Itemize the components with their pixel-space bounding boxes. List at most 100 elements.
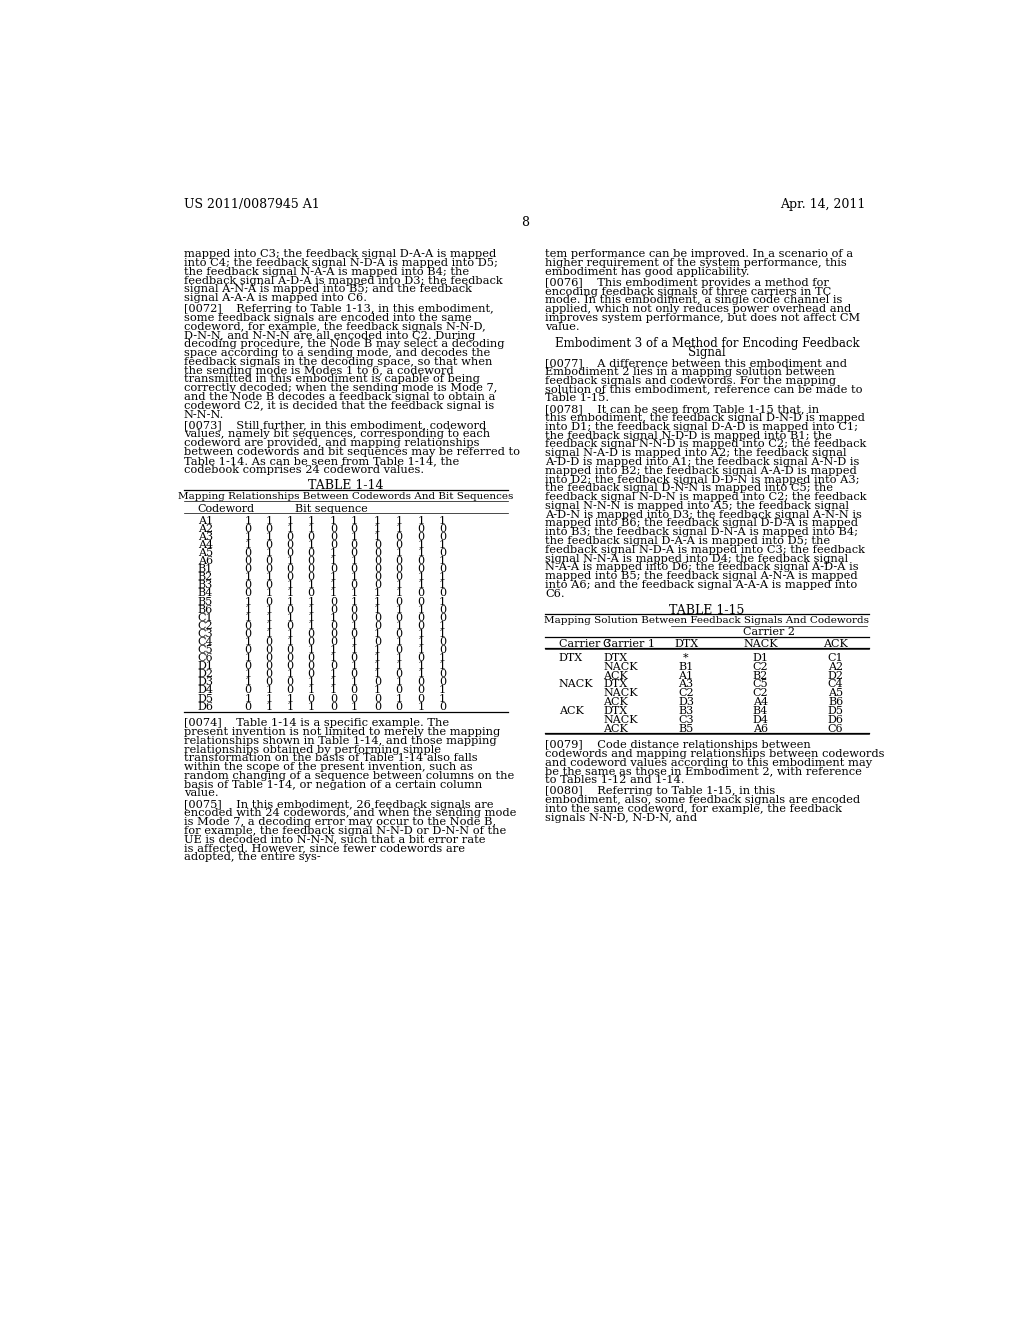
Text: 0: 0 (374, 612, 381, 623)
Text: 0: 0 (265, 597, 272, 606)
Text: 1: 1 (374, 589, 381, 598)
Text: 1: 1 (374, 645, 381, 655)
Text: 0: 0 (245, 702, 252, 711)
Text: 0: 0 (245, 564, 252, 574)
Text: 1: 1 (287, 612, 294, 623)
Text: 0: 0 (245, 581, 252, 590)
Text: 1: 1 (245, 653, 252, 663)
Text: [0077]    A difference between this embodiment and: [0077] A difference between this embodim… (545, 358, 847, 368)
Text: 0: 0 (287, 620, 294, 631)
Text: D2: D2 (827, 671, 844, 681)
Text: feedback signal N-D-N is mapped into C2; the feedback: feedback signal N-D-N is mapped into C2;… (545, 492, 866, 502)
Text: 0: 0 (374, 581, 381, 590)
Text: correctly decoded; when the sending mode is Mode 7,: correctly decoded; when the sending mode… (183, 383, 498, 393)
Text: 0: 0 (245, 628, 252, 639)
Text: into D1; the feedback signal D-A-D is mapped into C1;: into D1; the feedback signal D-A-D is ma… (545, 422, 858, 432)
Text: [0075]    In this embodiment, 26 feedback signals are: [0075] In this embodiment, 26 feedback s… (183, 800, 494, 809)
Text: 1: 1 (307, 597, 314, 606)
Text: 0: 0 (265, 661, 272, 671)
Text: 1: 1 (245, 638, 252, 647)
Text: to Tables 1-12 and 1-14.: to Tables 1-12 and 1-14. (545, 775, 684, 785)
Text: D4: D4 (198, 685, 214, 696)
Text: 1: 1 (265, 532, 272, 541)
Text: 1: 1 (351, 589, 357, 598)
Text: random changing of a sequence between columns on the: random changing of a sequence between co… (183, 771, 514, 781)
Text: B6: B6 (828, 697, 843, 708)
Text: 0: 0 (351, 653, 357, 663)
Text: 0: 0 (374, 677, 381, 688)
Text: 1: 1 (245, 597, 252, 606)
Text: B1: B1 (678, 661, 693, 672)
Text: 1: 1 (245, 693, 252, 704)
Text: 0: 0 (245, 645, 252, 655)
Text: Mapping Relationships Between Codewords And Bit Sequences: Mapping Relationships Between Codewords … (178, 492, 513, 500)
Text: Apr. 14, 2011: Apr. 14, 2011 (780, 198, 866, 211)
Text: 0: 0 (265, 677, 272, 688)
Text: D1: D1 (198, 661, 214, 671)
Text: the feedback signal D-A-A is mapped into D5; the: the feedback signal D-A-A is mapped into… (545, 536, 830, 546)
Text: feedback signal N-D-A is mapped into C3; the feedback: feedback signal N-D-A is mapped into C3;… (545, 545, 865, 554)
Text: 1: 1 (439, 620, 446, 631)
Text: 1: 1 (418, 702, 425, 711)
Text: into D2; the feedback signal D-D-N is mapped into A3;: into D2; the feedback signal D-D-N is ma… (545, 475, 859, 484)
Text: tem performance can be improved. In a scenario of a: tem performance can be improved. In a sc… (545, 249, 853, 259)
Text: C6: C6 (827, 723, 844, 734)
Text: NACK: NACK (603, 661, 638, 672)
Text: 1: 1 (287, 556, 294, 566)
Text: [0079]    Code distance relationships between: [0079] Code distance relationships betwe… (545, 741, 811, 750)
Text: Codeword: Codeword (198, 504, 255, 513)
Text: 1: 1 (439, 556, 446, 566)
Text: 0: 0 (418, 653, 425, 663)
Text: 0: 0 (307, 693, 314, 704)
Text: [0078]    It can be seen from Table 1-15 that, in: [0078] It can be seen from Table 1-15 th… (545, 404, 819, 414)
Text: 0: 0 (439, 677, 446, 688)
Text: C1: C1 (827, 653, 844, 663)
Text: into the same codeword, for example, the feedback: into the same codeword, for example, the… (545, 804, 842, 814)
Text: 0: 0 (330, 605, 337, 615)
Text: 1: 1 (265, 702, 272, 711)
Text: [0076]    This embodiment provides a method for: [0076] This embodiment provides a method… (545, 279, 828, 288)
Text: ACK: ACK (823, 639, 848, 649)
Text: 1: 1 (330, 589, 337, 598)
Text: 1: 1 (265, 605, 272, 615)
Text: 0: 0 (351, 693, 357, 704)
Text: 0: 0 (307, 669, 314, 680)
Text: C2: C2 (678, 688, 694, 698)
Text: Embodiment 2 lies in a mapping solution between: Embodiment 2 lies in a mapping solution … (545, 367, 835, 378)
Text: 1: 1 (307, 612, 314, 623)
Text: 1: 1 (351, 677, 357, 688)
Text: 1: 1 (418, 540, 425, 550)
Text: 1: 1 (418, 669, 425, 680)
Text: signal N-N-A is mapped into D4; the feedback signal: signal N-N-A is mapped into D4; the feed… (545, 553, 848, 564)
Text: solution of this embodiment, reference can be made to: solution of this embodiment, reference c… (545, 384, 862, 395)
Text: 0: 0 (245, 548, 252, 558)
Text: D2: D2 (198, 669, 214, 680)
Text: 1: 1 (307, 605, 314, 615)
Text: 0: 0 (351, 524, 357, 533)
Text: D3: D3 (198, 677, 214, 688)
Text: 1: 1 (307, 645, 314, 655)
Text: DTX: DTX (674, 639, 698, 649)
Text: Embodiment 3 of a Method for Encoding Feedback: Embodiment 3 of a Method for Encoding Fe… (555, 337, 859, 350)
Text: 1: 1 (245, 605, 252, 615)
Text: values, namely bit sequences, corresponding to each: values, namely bit sequences, correspond… (183, 429, 489, 440)
Text: space according to a sending mode, and decodes the: space according to a sending mode, and d… (183, 348, 490, 358)
Text: 0: 0 (374, 573, 381, 582)
Text: 0: 0 (418, 564, 425, 574)
Text: 0: 0 (287, 540, 294, 550)
Text: 0: 0 (439, 548, 446, 558)
Text: 1: 1 (330, 677, 337, 688)
Text: 0: 0 (330, 540, 337, 550)
Text: [0072]    Referring to Table 1-13, in this embodiment,: [0072] Referring to Table 1-13, in this … (183, 304, 494, 314)
Text: 1: 1 (439, 573, 446, 582)
Text: 1: 1 (351, 702, 357, 711)
Text: 0: 0 (330, 693, 337, 704)
Text: value.: value. (183, 788, 218, 799)
Text: 0: 0 (330, 524, 337, 533)
Text: 0: 0 (395, 685, 402, 696)
Text: 1: 1 (265, 685, 272, 696)
Text: 0: 0 (351, 605, 357, 615)
Text: B3: B3 (198, 581, 213, 590)
Text: 0: 0 (265, 581, 272, 590)
Text: the feedback signal N-A-A is mapped into B4; the: the feedback signal N-A-A is mapped into… (183, 267, 469, 277)
